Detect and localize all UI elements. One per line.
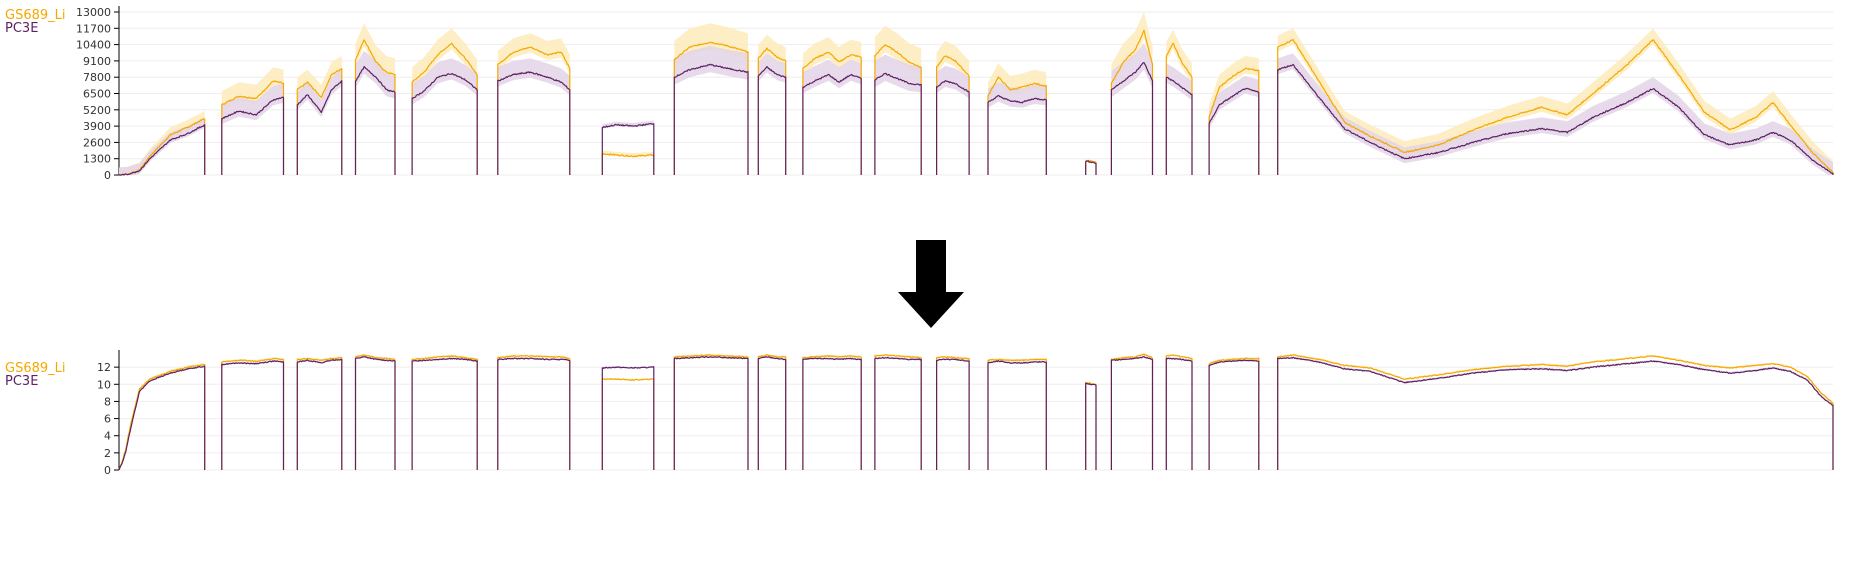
series-line-pc3e [118, 356, 1834, 471]
band-gs689-li [221, 357, 284, 363]
band-gs689-li [988, 63, 1047, 102]
legend: GS689_Li PC3E [5, 9, 66, 35]
y-tick-label: 3900 [83, 120, 111, 133]
y-tick-label: 2600 [83, 136, 111, 149]
y-tick-label: 0 [104, 464, 111, 477]
y-tick-label: 9100 [83, 55, 111, 68]
log-coverage-chart: 0 2 4 6 8 10 12 [97, 350, 1834, 477]
raw-coverage-panel: GS689_Li PC3E 0 1300 2600 3900 5200 6500 7800 9… [0, 0, 1864, 220]
y-tick-label: 1300 [83, 153, 111, 166]
band-pc3e [497, 58, 570, 96]
arrow-down-shape [898, 240, 964, 328]
y-tick-label: 12 [97, 361, 111, 374]
band-pc3e [297, 358, 342, 364]
y-tick-label: 10 [97, 378, 111, 391]
legend-item-pc3e[interactable]: PC3E [5, 21, 39, 36]
band-pc3e [412, 58, 478, 105]
band-gs689-li [1277, 28, 1833, 175]
legend-item-pc3e[interactable]: PC3E [5, 374, 39, 389]
band-gs689-li [497, 33, 570, 74]
band-pc3e [1111, 43, 1153, 98]
band-gs689-li [119, 362, 205, 470]
y-tick-label: 2 [104, 447, 111, 460]
series-line-gs689-li [118, 353, 1834, 471]
band-gs689-li [1209, 357, 1259, 365]
y-tick-label: 6 [104, 413, 111, 426]
band-gs689-li [1277, 353, 1833, 404]
band-gs689-li [355, 23, 395, 82]
band-gs689-li [936, 40, 970, 82]
band-gs689-li [1209, 55, 1259, 123]
series-line-pc3e [118, 62, 1834, 176]
legend-item-gs689-li[interactable]: GS689_Li [5, 361, 66, 376]
legend: GS689_Li PC3E [5, 362, 66, 388]
band-pc3e [221, 359, 284, 366]
band-pc3e [874, 54, 922, 93]
arrow-down-icon [898, 240, 964, 328]
series-line-gs689-li [118, 29, 1834, 176]
y-tick-label: 6500 [83, 88, 111, 101]
band-gs689-li [297, 356, 342, 361]
band-gs689-li [412, 28, 478, 89]
band-pc3e [297, 68, 342, 118]
band-pc3e [936, 65, 970, 99]
y-tick-label: 0 [104, 169, 111, 182]
y-tick-label: 10400 [76, 39, 111, 52]
raw-coverage-chart: 0 1300 2600 3900 5200 6500 7800 9100 10400 11700 1… [76, 6, 1834, 182]
y-tick-label: 5200 [83, 104, 111, 117]
band-pc3e [119, 117, 205, 175]
y-tick-label: 13000 [76, 6, 111, 19]
y-tick-label: 11700 [76, 22, 111, 35]
band-pc3e [988, 82, 1047, 108]
y-tick-label: 8 [104, 395, 111, 408]
band-pc3e [1277, 356, 1833, 407]
log-coverage-panel: GS689_Li PC3E 0 2 4 6 8 10 12 [0, 350, 1864, 572]
band-gs689-li [674, 23, 748, 68]
y-tick-label: 4 [104, 430, 111, 443]
band-pc3e [1166, 63, 1192, 101]
legend-item-gs689-li[interactable]: GS689_Li [5, 8, 66, 23]
band-pc3e [602, 120, 654, 129]
y-tick-label: 7800 [83, 71, 111, 84]
band-gs689-li [297, 55, 342, 103]
band-pc3e [221, 83, 284, 125]
